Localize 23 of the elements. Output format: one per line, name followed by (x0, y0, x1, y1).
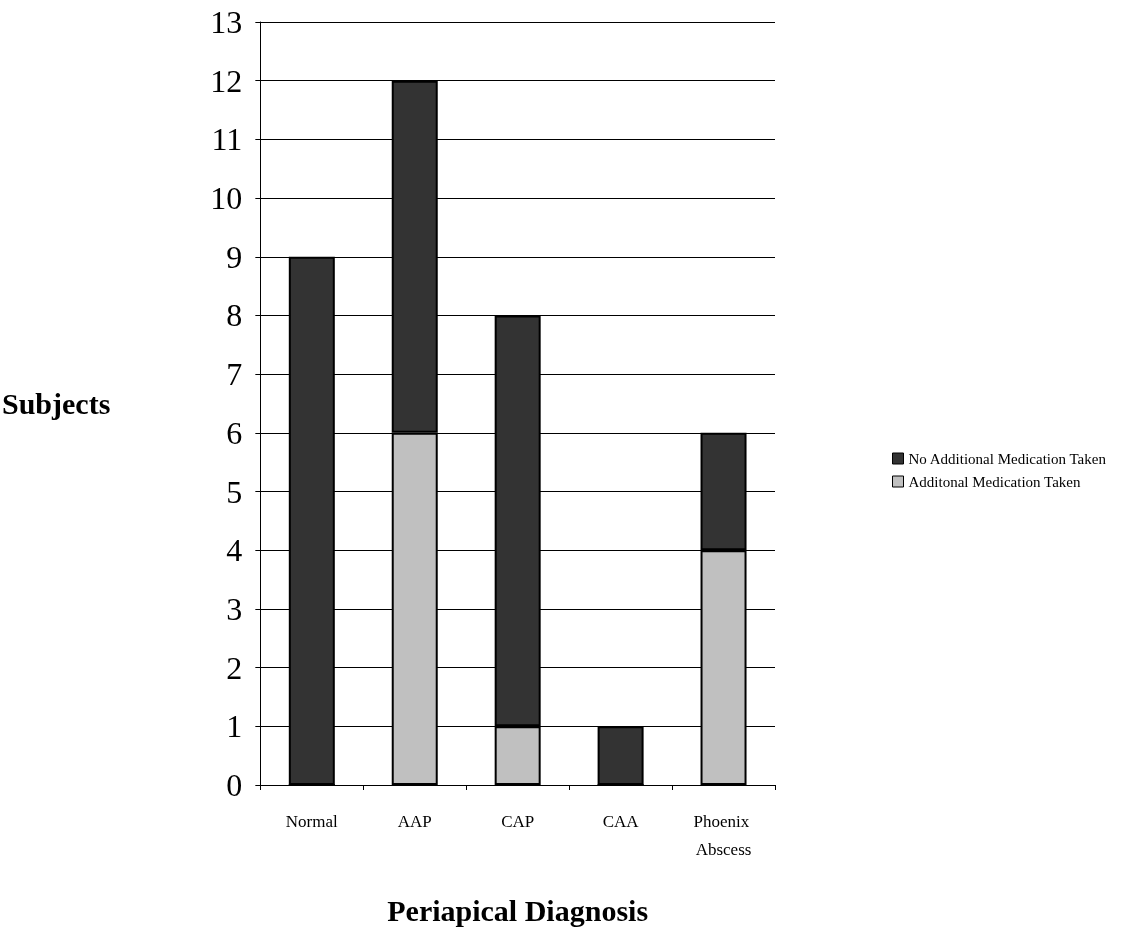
legend-label: No Additional Medication Taken (908, 450, 1107, 467)
x-axis-title: Periapical Diagnosis (387, 893, 649, 927)
y-tick-label: 12 (210, 62, 243, 99)
x-tick-label: CAP (501, 811, 535, 831)
x-tick-label: Normal (285, 811, 339, 831)
y-tick-label: 2 (226, 649, 243, 686)
y-tick-label: 8 (226, 297, 243, 334)
y-tick-label: 6 (226, 414, 243, 451)
y-tick-label: 1 (226, 708, 243, 745)
x-tick-label: CAA (602, 811, 640, 831)
y-axis-title: Subjects (2, 387, 111, 420)
y-tick-label: 13 (210, 4, 243, 40)
y-tick-label: 3 (226, 590, 243, 627)
y-tick-label: 7 (226, 356, 243, 393)
legend-label: Additonal Medication Taken (908, 473, 1081, 490)
y-tick-label: 10 (210, 180, 243, 217)
y-tick-label: 5 (226, 473, 243, 510)
y-tick-label: 9 (226, 238, 243, 275)
y-tick-label: 11 (211, 121, 243, 158)
y-tick-label: 0 (226, 767, 243, 803)
x-tick-label: AAP (397, 811, 432, 831)
x-tick-label: Phoenix Abscess (693, 811, 754, 859)
y-tick-label: 4 (226, 532, 243, 569)
